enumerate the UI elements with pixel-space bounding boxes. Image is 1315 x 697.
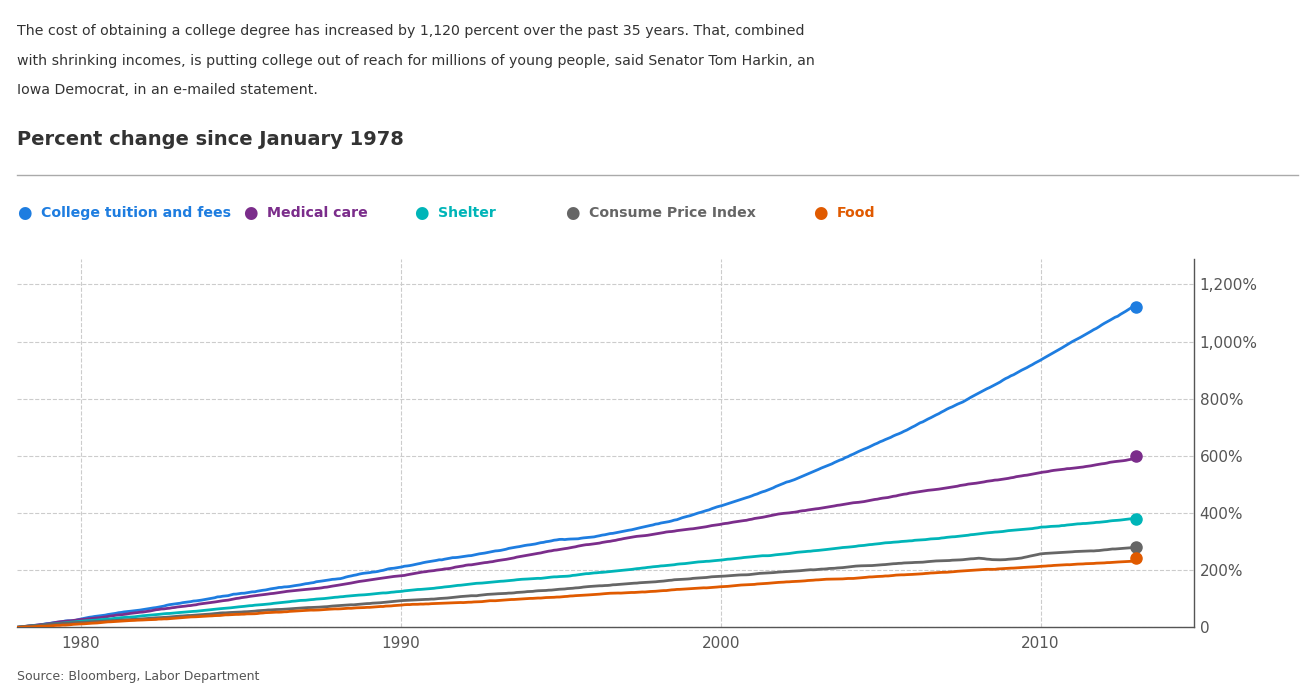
Text: Iowa Democrat, in an e-mailed statement.: Iowa Democrat, in an e-mailed statement.	[17, 83, 318, 97]
Text: ●: ●	[17, 204, 32, 222]
Text: ●: ●	[243, 204, 258, 222]
Text: Medical care: Medical care	[267, 206, 368, 220]
Text: The cost of obtaining a college degree has increased by 1,120 percent over the p: The cost of obtaining a college degree h…	[17, 24, 805, 38]
Text: with shrinking incomes, is putting college out of reach for millions of young pe: with shrinking incomes, is putting colle…	[17, 54, 815, 68]
Text: Shelter: Shelter	[438, 206, 496, 220]
Text: Source: Bloomberg, Labor Department: Source: Bloomberg, Labor Department	[17, 670, 259, 682]
Text: Percent change since January 1978: Percent change since January 1978	[17, 130, 404, 148]
Text: ●: ●	[414, 204, 429, 222]
Text: ●: ●	[813, 204, 827, 222]
Text: ●: ●	[565, 204, 580, 222]
Text: College tuition and fees: College tuition and fees	[41, 206, 230, 220]
Text: Food: Food	[836, 206, 874, 220]
Text: Consume Price Index: Consume Price Index	[589, 206, 756, 220]
